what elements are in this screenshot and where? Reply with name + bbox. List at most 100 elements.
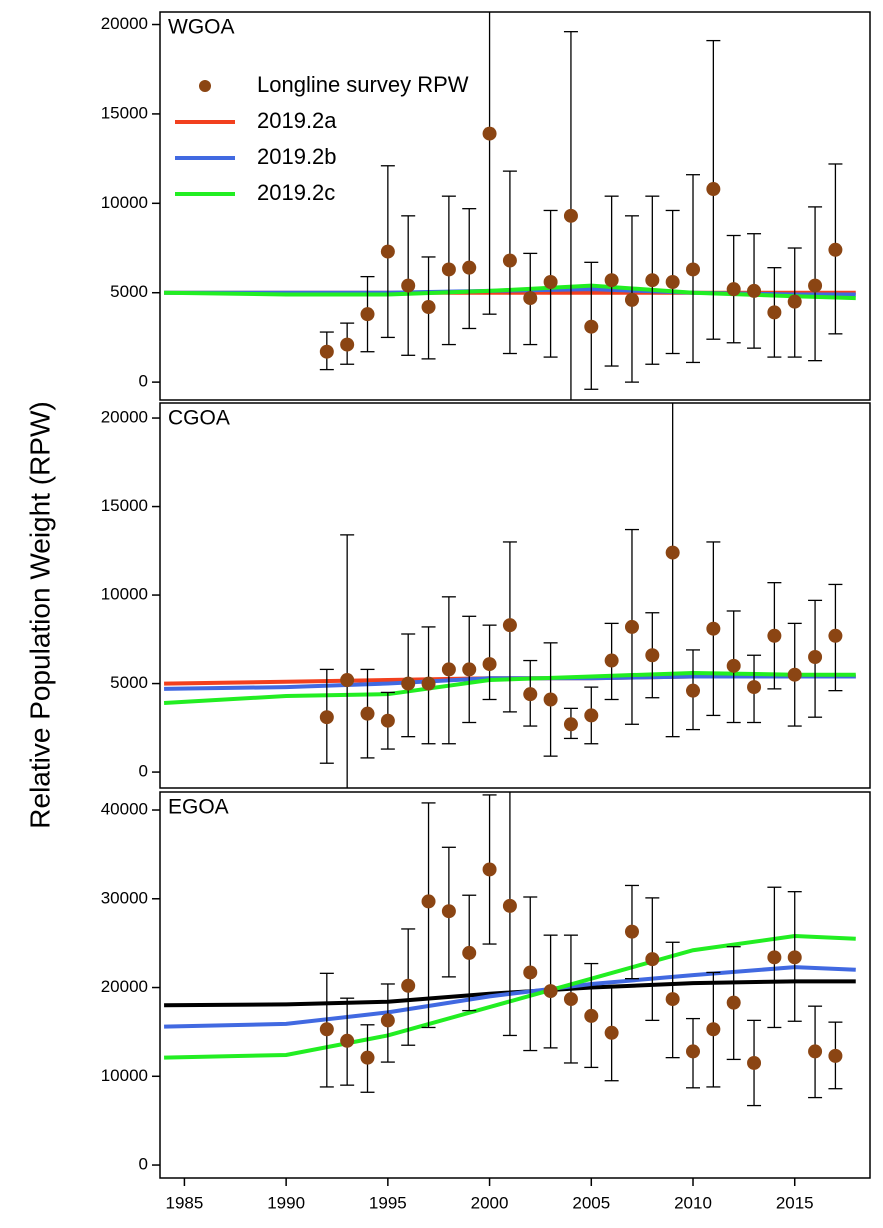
point (584, 319, 599, 334)
y-tick-label: 0 (139, 762, 148, 781)
x-tick-label: 1995 (369, 1193, 407, 1212)
y-tick-label: 30000 (101, 888, 148, 907)
y-tick-label: 0 (139, 372, 148, 391)
point (340, 1033, 355, 1048)
y-tick-label: 20000 (101, 977, 148, 996)
point (441, 904, 456, 919)
series-line (164, 283, 856, 301)
series-line (163, 670, 856, 706)
point (604, 1025, 619, 1040)
point (319, 1022, 334, 1037)
y-tick-label: 15000 (101, 496, 148, 515)
point (604, 653, 619, 668)
point (421, 676, 436, 691)
point (543, 274, 558, 289)
panel-title: EGOA (168, 796, 229, 819)
point (462, 260, 477, 275)
point (787, 294, 802, 309)
point (787, 667, 802, 682)
legend-label: 2019.2c (257, 180, 335, 205)
point (665, 992, 680, 1007)
point (502, 618, 517, 633)
point (543, 692, 558, 707)
point (401, 278, 416, 293)
panel-border (159, 791, 871, 1179)
point (686, 683, 701, 698)
point (645, 648, 660, 663)
plot-area (164, 792, 856, 1107)
x-tick-label: 2005 (572, 1193, 610, 1212)
point (645, 273, 660, 288)
point (380, 713, 395, 728)
legend-label: 2019.2b (257, 144, 337, 169)
point (563, 208, 578, 223)
y-tick-label: 40000 (101, 800, 148, 819)
point (462, 662, 477, 677)
point (543, 984, 558, 999)
point (706, 1022, 721, 1037)
point (767, 950, 782, 965)
series-line (164, 965, 856, 1029)
point (624, 292, 639, 307)
plot-area (164, 12, 856, 400)
point (624, 924, 639, 939)
point (767, 305, 782, 320)
point (319, 710, 334, 725)
series-line (164, 934, 856, 1060)
point (645, 952, 660, 967)
point (380, 1013, 395, 1028)
point (340, 337, 355, 352)
point (401, 676, 416, 691)
point (523, 687, 538, 702)
y-tick-label: 5000 (110, 673, 148, 692)
point (787, 950, 802, 965)
point (360, 706, 375, 721)
x-tick-label: 2015 (776, 1193, 814, 1212)
point (360, 1050, 375, 1065)
panel-border (159, 11, 871, 401)
y-tick-label: 5000 (110, 282, 148, 301)
point (808, 1044, 823, 1059)
point (462, 945, 477, 960)
point (808, 278, 823, 293)
point (726, 658, 741, 673)
point (604, 273, 619, 288)
point (441, 262, 456, 277)
point (706, 182, 721, 197)
y-tick-label: 20000 (101, 14, 148, 33)
x-tick-label: 1985 (165, 1193, 203, 1212)
point (523, 965, 538, 980)
point (584, 708, 599, 723)
panel-title: CGOA (168, 407, 230, 430)
point (421, 300, 436, 315)
point (706, 621, 721, 636)
point (502, 253, 517, 268)
point (665, 274, 680, 289)
x-tick-label: 1990 (267, 1193, 305, 1212)
point (726, 995, 741, 1010)
point (828, 1048, 843, 1063)
point (686, 1044, 701, 1059)
point (747, 680, 762, 695)
point (584, 1008, 599, 1023)
y-tick-label: 15000 (101, 103, 148, 122)
point (502, 898, 517, 913)
point (482, 126, 497, 141)
plot-area (163, 403, 856, 788)
point (828, 628, 843, 643)
point (686, 262, 701, 277)
y-axis-label: Relative Population Weight (RPW) (24, 401, 55, 828)
x-tick-label: 2010 (674, 1193, 712, 1212)
legend-marker (199, 80, 211, 92)
point (808, 650, 823, 665)
point (563, 717, 578, 732)
point (319, 344, 334, 359)
point (401, 978, 416, 993)
point (726, 282, 741, 297)
y-tick-label: 20000 (101, 408, 148, 427)
panel-title: WGOA (168, 16, 235, 39)
point (747, 1055, 762, 1070)
point (380, 244, 395, 259)
